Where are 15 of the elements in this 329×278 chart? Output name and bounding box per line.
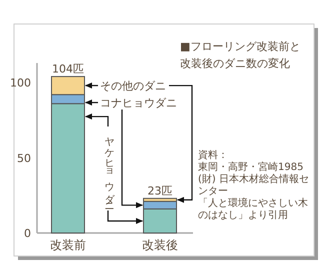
- y-tick-label: 0: [24, 227, 31, 240]
- y-tick-label: 50: [17, 152, 31, 165]
- series-label: その他のダニ: [100, 80, 166, 93]
- y-tick-label: 100: [10, 76, 31, 90]
- x-tick-label: 改装後: [142, 238, 178, 252]
- text: ヤケヒョウダニ: [102, 130, 115, 208]
- x-tick-label: 改装前: [50, 238, 86, 252]
- total-label: 23匹: [148, 184, 172, 198]
- total-label: 104匹: [52, 62, 84, 76]
- text: 「人と環境にやさしい木のはなし」より引用: [198, 198, 309, 222]
- text: 東岡・高野・宮崎1985: [198, 162, 304, 174]
- text: 資料：: [198, 150, 229, 162]
- series-label: コナヒョウダニ: [100, 96, 177, 110]
- text: (財) 日本木材総合情報センター: [198, 174, 310, 198]
- text: ■フローリング改装前と改装後のダニ数の変化: [180, 39, 302, 72]
